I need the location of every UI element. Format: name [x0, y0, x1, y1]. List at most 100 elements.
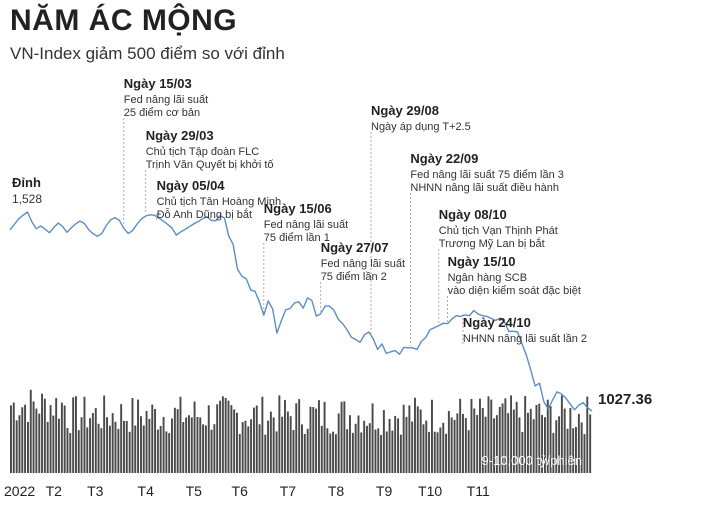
volume-bar — [58, 418, 60, 473]
x-tick-label: T5 — [186, 483, 203, 499]
volume-bar — [340, 401, 343, 473]
volume-bar — [538, 403, 541, 473]
volume-bar — [41, 393, 44, 473]
volume-bar — [487, 396, 490, 473]
peak-label: Đỉnh 1,528 — [12, 175, 42, 206]
volume-bar — [351, 432, 354, 473]
volume-bar — [94, 408, 97, 473]
x-axis: 2022 T2 T3 T4 T5 T6 T7 T8 T9 T10 T11 — [4, 483, 490, 499]
volume-bar — [431, 399, 433, 473]
x-tick-label: T4 — [138, 483, 155, 499]
volume-bar — [227, 400, 230, 473]
volume-bar — [258, 424, 261, 473]
volume-bar — [380, 435, 383, 473]
volume-bar — [524, 396, 527, 473]
volume-bar — [456, 413, 459, 473]
volume-bar — [535, 405, 538, 473]
volume-bar — [72, 397, 75, 473]
volume-bar — [323, 401, 326, 473]
volume-bar — [357, 415, 360, 473]
volume-bar — [75, 396, 77, 473]
volume-bar — [343, 401, 346, 473]
volume-bar — [253, 407, 255, 473]
volume-bar — [100, 428, 103, 473]
volume-bar — [493, 418, 496, 473]
volume-bar — [292, 430, 295, 473]
volume-bar — [450, 417, 453, 473]
volume-bar — [207, 405, 210, 473]
volume-bar — [428, 431, 431, 473]
volume-bar — [241, 422, 244, 473]
annotation-text: Chủ tịch Tập đoàn FLC — [146, 146, 260, 158]
annotation-text: Chủ tịch Vạn Thịnh Phát — [439, 225, 558, 237]
volume-bar — [131, 398, 134, 473]
volume-bar — [312, 407, 315, 473]
volume-bar — [433, 431, 436, 473]
annotation-text: Chủ tịch Tân Hoàng Minh — [157, 196, 282, 208]
annotation-text: Fed nâng lãi suất — [264, 219, 348, 231]
volume-bar — [490, 399, 493, 473]
volume-bar — [518, 417, 521, 473]
volume-bar — [298, 399, 301, 473]
volume-bar — [55, 398, 58, 473]
volume-bar — [332, 431, 335, 473]
volume-bar — [111, 413, 114, 473]
annotation-text: 75 điểm lần 1 — [264, 232, 330, 244]
volume-bar — [484, 416, 487, 473]
volume-bar — [275, 431, 278, 473]
volume-bar — [247, 426, 250, 473]
volume-bar — [137, 399, 140, 473]
volume-bar — [43, 398, 46, 473]
peak-value: 1,528 — [12, 192, 42, 206]
volume-bar — [301, 424, 303, 473]
volume-bar — [188, 415, 190, 473]
volume-bar — [114, 421, 117, 473]
volume-bar — [326, 428, 329, 473]
volume-bar — [66, 428, 69, 473]
volume-bar — [77, 430, 80, 473]
volume-bar — [583, 434, 586, 473]
annotation-text: Ngày áp dụng T+2.5 — [371, 121, 471, 133]
volume-bar — [546, 399, 549, 473]
volume-bar — [346, 429, 349, 473]
volume-bar — [436, 432, 439, 473]
volume-bar — [80, 417, 83, 473]
volume-bar — [303, 434, 306, 473]
volume-bar — [176, 409, 179, 473]
volume-bar — [103, 395, 106, 473]
volume-bar — [462, 413, 464, 473]
volume-bar — [527, 412, 529, 473]
volume-bar — [368, 423, 371, 473]
volume-bar — [402, 404, 405, 473]
volume-bar — [29, 389, 32, 473]
volume-bar — [586, 396, 589, 473]
volume-bar — [272, 417, 275, 473]
volume-bar — [117, 428, 120, 473]
volume-bar — [580, 422, 583, 473]
volume-bar — [286, 411, 289, 473]
volume-bar — [284, 400, 286, 473]
volume-bar — [210, 429, 213, 473]
volume-bar — [63, 405, 66, 473]
x-tick-label: T3 — [87, 483, 104, 499]
volume-bar — [439, 427, 442, 473]
volume-bar — [295, 403, 298, 473]
volume-bar — [27, 421, 29, 473]
volume-bar — [558, 416, 561, 473]
volume-bar — [445, 433, 448, 473]
volume-bar — [97, 423, 100, 473]
volume-bar — [552, 432, 555, 473]
volume-bar — [21, 407, 24, 473]
volume-bar — [411, 421, 414, 473]
volume-bar — [464, 418, 467, 473]
volume-bar — [566, 428, 569, 473]
page-subtitle: VN-Index giảm 500 điểm so với đỉnh — [10, 44, 285, 63]
annotation-text: Fed nâng lãi suất — [124, 94, 208, 106]
volume-bar — [544, 417, 546, 473]
volume-bar — [501, 403, 504, 473]
volume-bar — [453, 419, 456, 473]
volume-bar — [385, 431, 388, 473]
annotation-text: Trịnh Văn Quyết bị khởi tố — [146, 159, 274, 171]
volume-bar — [236, 412, 238, 473]
